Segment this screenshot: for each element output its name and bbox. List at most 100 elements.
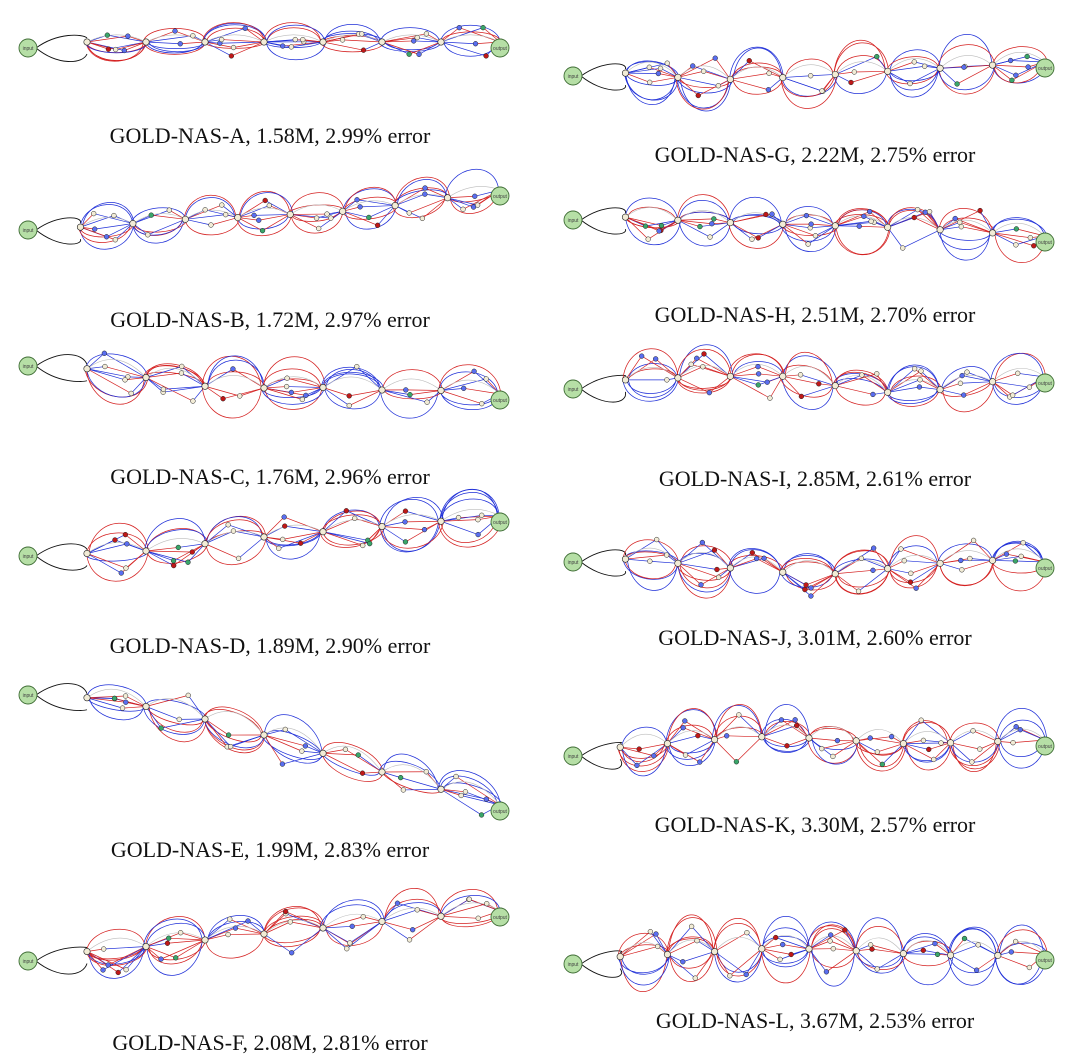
operation-edge <box>262 927 321 948</box>
operation-edge <box>826 950 857 973</box>
architecture-graph-h: input output <box>563 194 1055 263</box>
graph-node <box>282 908 289 915</box>
operation-edge <box>204 718 266 754</box>
cell-node <box>83 365 91 373</box>
graph-node <box>958 557 964 564</box>
graph-node <box>122 377 128 383</box>
operation-edge <box>319 526 381 548</box>
operation-edge <box>807 727 859 741</box>
graph-node <box>869 946 875 952</box>
cell-node <box>234 214 242 222</box>
graph-node <box>975 942 981 948</box>
operation-edge <box>992 372 1018 382</box>
operation-edge <box>624 197 679 221</box>
operation-edge <box>266 27 322 43</box>
operation-edge <box>730 72 770 80</box>
operation-edge <box>295 39 324 43</box>
graph-node <box>460 206 466 212</box>
operation-edge <box>263 41 292 48</box>
skip-edge <box>903 940 951 956</box>
output-node-label: output <box>493 915 508 921</box>
graph-node <box>921 63 928 69</box>
graph-node <box>874 749 881 755</box>
operation-edge <box>677 549 715 564</box>
operation-edge <box>438 371 499 395</box>
output-node <box>1035 950 1055 970</box>
operation-edge <box>263 921 291 935</box>
graph-node <box>1013 242 1019 248</box>
operation-edge <box>440 519 478 522</box>
operation-edge <box>239 192 294 218</box>
operation-edge <box>233 530 265 538</box>
cell-node <box>674 216 682 224</box>
operation-edge <box>115 41 147 50</box>
cell-node <box>674 374 682 382</box>
graph-node <box>746 58 752 64</box>
architecture-graph-j: input output <box>563 535 1055 599</box>
graph-node <box>483 796 489 802</box>
operation-edge <box>781 376 834 410</box>
operation-edge <box>995 707 1048 742</box>
operation-edge <box>145 35 193 43</box>
operation-edge <box>381 771 404 791</box>
operation-edge <box>806 215 836 227</box>
skip-edge <box>580 741 623 757</box>
operation-edge <box>769 376 784 399</box>
graph-node <box>918 717 924 723</box>
skip-edge <box>322 519 383 532</box>
operation-edge <box>381 921 410 941</box>
operation-edge <box>949 955 998 974</box>
graph-node <box>654 943 661 950</box>
graph-node <box>793 722 800 729</box>
graph-node <box>406 210 412 216</box>
graph-node <box>400 787 407 793</box>
graph-node <box>917 377 923 383</box>
skip-edge <box>35 354 88 367</box>
operation-edge <box>263 531 322 547</box>
operation-edge <box>219 41 265 44</box>
graph-node <box>251 212 257 218</box>
operation-edge <box>680 545 734 569</box>
operation-edge <box>730 375 768 383</box>
operation-edge <box>649 560 678 564</box>
operation-edge <box>971 741 999 763</box>
operation-edge <box>782 223 816 237</box>
skip-edge <box>667 939 715 955</box>
graph-node <box>697 759 703 765</box>
graph-node <box>697 223 703 230</box>
operation-edge <box>412 915 442 931</box>
operation-edge <box>621 954 670 975</box>
graph-node <box>970 537 977 544</box>
operation-edge <box>440 788 487 800</box>
operation-edge <box>184 217 241 236</box>
operation-edge <box>800 374 836 387</box>
operation-edge <box>265 41 327 61</box>
operation-edge <box>829 940 857 952</box>
input-node <box>563 66 583 86</box>
skip-edge <box>903 731 951 744</box>
operation-edge <box>620 726 668 748</box>
operation-edge <box>440 788 482 816</box>
graph-node <box>709 221 715 227</box>
operation-edge <box>148 706 207 743</box>
cell-node <box>260 930 268 938</box>
operation-edge <box>160 939 206 960</box>
graph-node <box>232 925 239 931</box>
operation-edge <box>992 381 1010 398</box>
graph-node <box>938 740 944 746</box>
edges-k <box>580 704 1048 777</box>
operation-edge <box>1015 941 1046 955</box>
operation-edge <box>887 65 925 72</box>
graph-node <box>914 206 921 213</box>
cell-node <box>201 936 209 944</box>
graph-node <box>479 512 485 518</box>
operation-edge <box>782 75 811 78</box>
operation-edge <box>125 550 147 569</box>
operation-edge <box>86 368 126 381</box>
operation-edge <box>730 78 769 91</box>
operation-edge <box>80 226 116 241</box>
operation-edge <box>233 41 265 48</box>
graph-node <box>262 197 268 204</box>
skip-edge <box>35 365 88 382</box>
skip-edge <box>204 375 265 389</box>
